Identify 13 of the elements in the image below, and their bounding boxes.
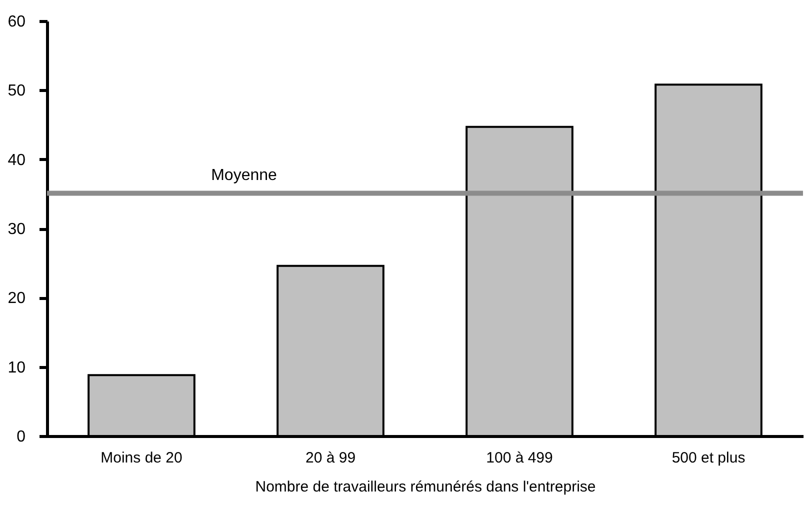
y-tick-label: 10 [8,359,26,376]
x-tick-label: 100 à 499 [486,450,553,466]
y-tick-label: 50 [8,82,26,100]
x-tick-label: 500 et plus [672,450,746,466]
y-tick-label: 60 [8,14,26,30]
x-tick-label: Moins de 20 [100,450,182,466]
y-tick-label: 0 [16,428,26,446]
x-axis-title: Nombre de travailleurs rémunérés dans l'entreprise [255,478,596,496]
y-tick-label: 40 [8,152,26,169]
x-tick-label: 20 à 99 [305,450,356,466]
ref-line-label: Moyenne [211,167,278,184]
y-tick-label: 20 [8,290,26,308]
y-tick-label: 30 [8,221,26,238]
